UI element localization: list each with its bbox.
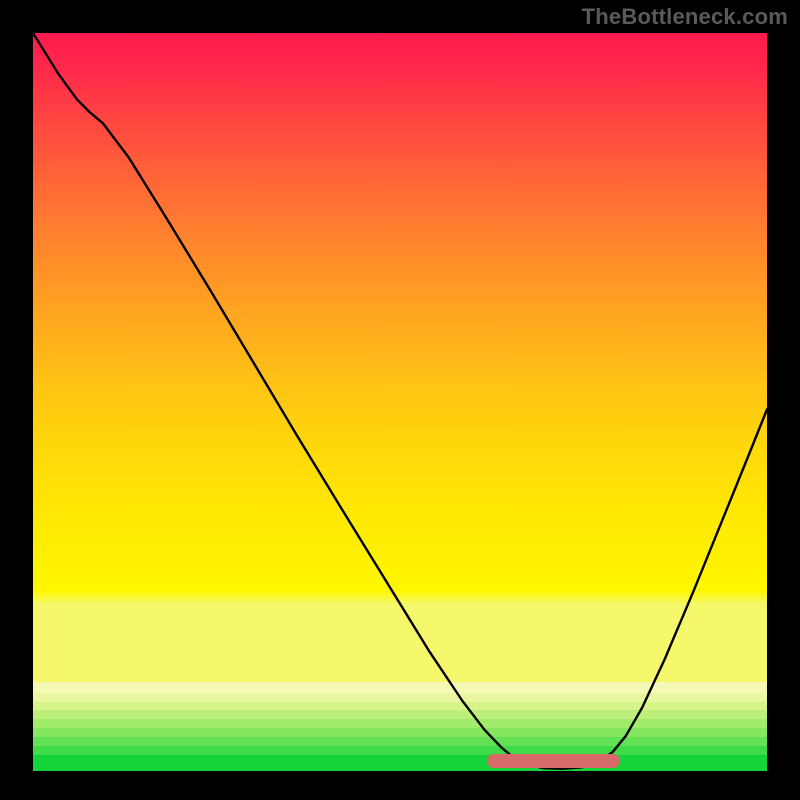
bottom-band xyxy=(33,693,767,702)
bottom-band xyxy=(33,719,767,728)
bottom-band xyxy=(33,710,767,719)
watermark-text: TheBottleneck.com xyxy=(582,4,788,30)
bottom-band xyxy=(33,682,767,692)
bottom-band xyxy=(33,702,767,711)
plot-area xyxy=(33,33,767,771)
bottom-band xyxy=(33,746,767,755)
gradient-background xyxy=(33,33,767,682)
bottom-band xyxy=(33,755,767,771)
frame: TheBottleneck.com xyxy=(0,0,800,800)
bottom-band xyxy=(33,737,767,746)
bottom-band xyxy=(33,728,767,737)
plot-inner xyxy=(33,33,767,771)
